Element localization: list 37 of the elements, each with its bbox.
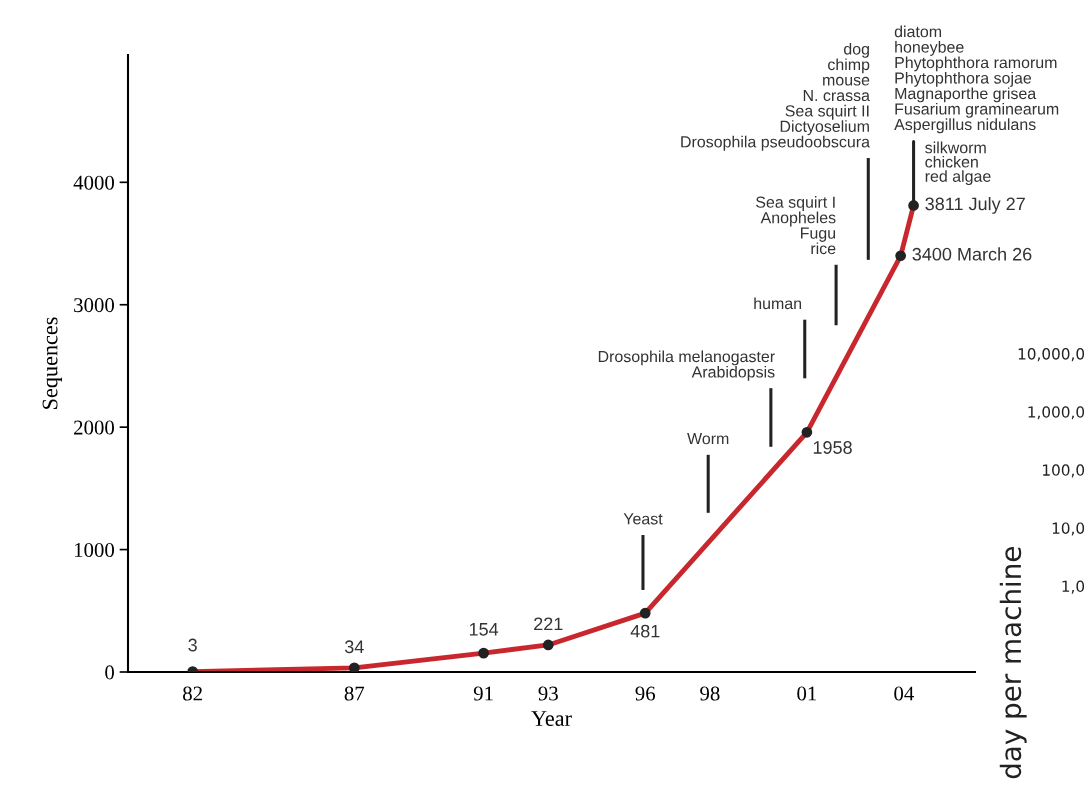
- x-tick-label: 91: [473, 686, 493, 701]
- annotation: diatom honeybee Phytophthora ramorum Phytophthora sojae Magnaporthe grisea Fusarium graminearum Aspergillus nidulans: [894, 25, 1059, 134]
- y-tick-label: 1000: [74, 542, 115, 558]
- text: 10,0: [1052, 522, 1085, 536]
- x-tick-label: 04: [894, 686, 914, 701]
- y-tick-label: 2000: [74, 420, 115, 435]
- annotation: Drosophila melanogaster Arabidopsis: [598, 350, 775, 381]
- x-tick-label: 93: [538, 686, 558, 701]
- text: 100,0: [1043, 464, 1085, 478]
- x-tick-label: 96: [635, 686, 656, 701]
- data-label: 34: [344, 640, 364, 654]
- data-label: 1958: [813, 441, 852, 454]
- annotation: Worm: [687, 433, 729, 445]
- x-tick-label: 87: [344, 686, 365, 701]
- text: 1,000,0: [1028, 406, 1085, 420]
- annotation: human: [754, 297, 802, 310]
- text: 1,0: [1062, 580, 1085, 594]
- text: 10,000,0: [1018, 348, 1085, 362]
- data-label: 3811 July 27: [925, 197, 1025, 214]
- data-label: 3: [188, 638, 197, 652]
- y-axis-title: Sequences: [42, 317, 63, 409]
- y-tick-label: 3000: [74, 298, 115, 313]
- x-tick-label: 98: [700, 686, 720, 701]
- annotation: dog chimp mouse N. crassa Sea squirt II Dictyoselium Drosophila pseudoobscura: [681, 42, 870, 151]
- data-label: 3400 March 26: [912, 247, 1032, 261]
- text: day per machine: [999, 547, 1027, 779]
- annotation: Yeast: [623, 513, 663, 525]
- data-label: 154: [469, 623, 499, 636]
- data-label: 481: [630, 624, 660, 638]
- y-tick-label: 4000: [73, 175, 115, 190]
- x-tick-label: 82: [183, 686, 202, 701]
- annotation: Sea squirt I Anopheles Fugu rice: [756, 196, 836, 255]
- y-tick-label: 0: [105, 665, 115, 680]
- annotation: silkworm chicken red algae: [925, 141, 991, 186]
- data-label: 221: [534, 617, 563, 631]
- x-tick-label: 01: [797, 686, 817, 701]
- x-axis-title: Year: [531, 711, 572, 726]
